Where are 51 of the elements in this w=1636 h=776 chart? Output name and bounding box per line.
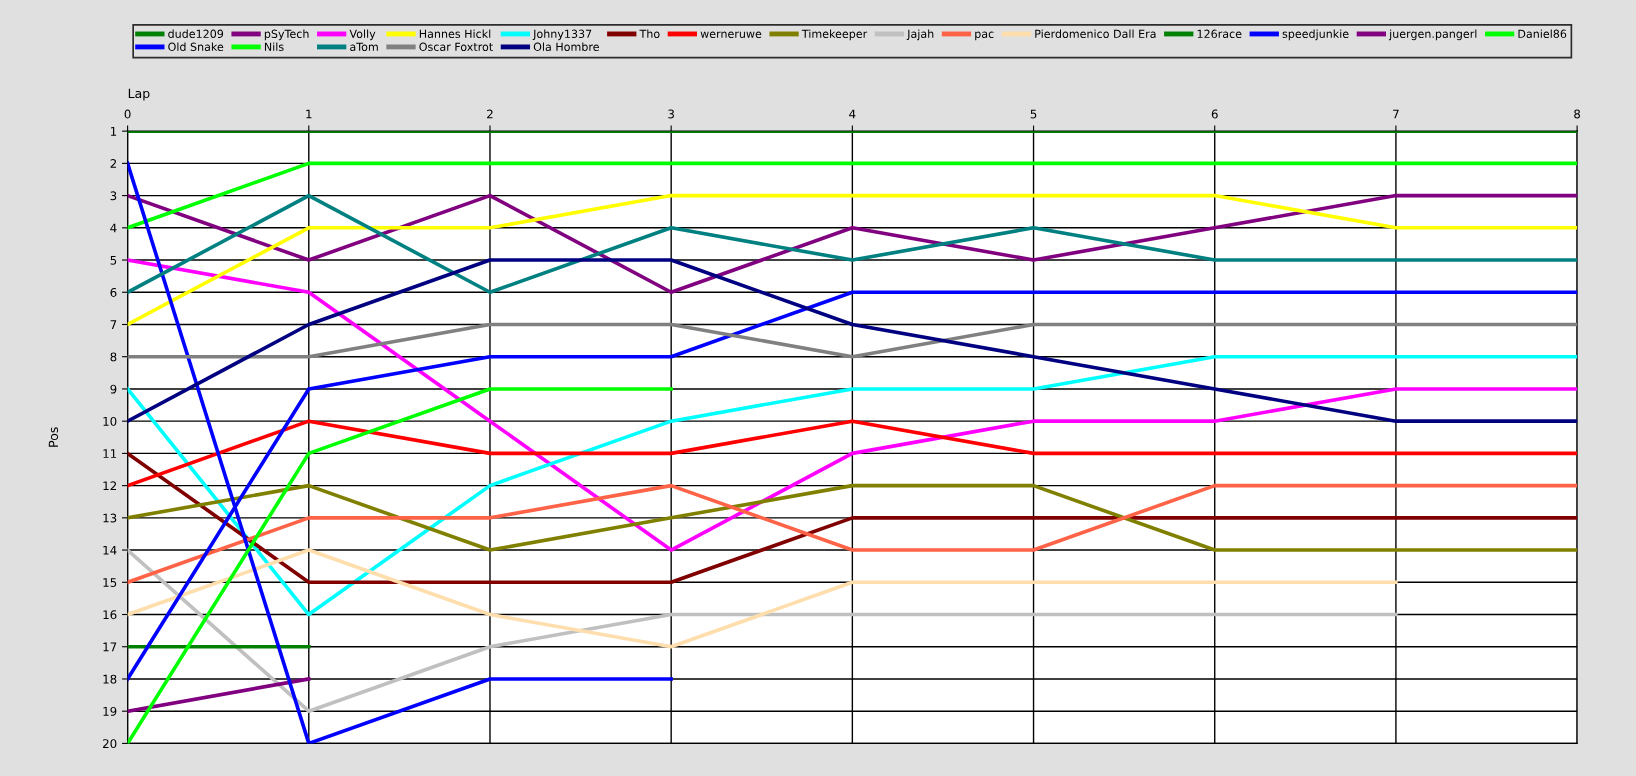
x-tick-label: 3 (668, 109, 674, 119)
y-tick-label: 7 (110, 320, 117, 329)
legend-label: Hannes Hickl (419, 29, 491, 38)
y-tick-label: 12 (103, 481, 117, 491)
legend-label: Jajah (906, 29, 934, 41)
y-tick-label: 2 (110, 159, 117, 168)
y-tick-label: 3 (110, 191, 117, 201)
y-tick-label: 11 (103, 449, 117, 458)
x-axis-title: Lap (128, 88, 150, 101)
y-tick-label: 9 (110, 384, 117, 394)
legend-label: Pierdomenico Dall Era (1035, 29, 1156, 38)
y-tick-label: 15 (103, 578, 117, 587)
legend-label: pSyTech (264, 29, 309, 41)
y-tick-label: 8 (110, 352, 117, 362)
x-tick-label: 4 (849, 109, 856, 119)
x-tick-label: 6 (1211, 109, 1218, 119)
y-tick-label: 20 (103, 739, 117, 749)
legend-label: Oscar Foxtrot (419, 42, 493, 51)
x-tick-label: 8 (1574, 109, 1581, 119)
y-tick-label: 4 (110, 223, 117, 233)
legend-label: Daniel86 (1518, 29, 1567, 38)
x-tick-label: 1 (306, 109, 312, 119)
y-tick-label: 1 (110, 127, 117, 136)
legend-label: Johny1337 (532, 29, 592, 41)
x-tick-label: 0 (124, 109, 131, 119)
legend-label: juergen.pangerl (1388, 29, 1477, 41)
x-tick-label: 2 (487, 109, 493, 119)
y-tick-label: 14 (103, 545, 117, 555)
y-tick-label: 19 (103, 706, 117, 716)
y-tick-label: 6 (110, 287, 117, 297)
legend-label: werneruwe (700, 31, 762, 38)
legend-label: Timekeeper (801, 29, 868, 41)
legend-label: 126race (1197, 29, 1242, 38)
legend-label: speedjunkie (1282, 29, 1349, 41)
x-tick-label: 7 (1393, 109, 1399, 119)
x-tick-label: 5 (1030, 109, 1037, 119)
legend-label: Tho (639, 29, 660, 38)
y-axis-title: Pos (48, 427, 59, 447)
legend-label: Nils (264, 42, 284, 51)
y-tick-label: 17 (103, 642, 117, 652)
y-tick-label: 13 (103, 513, 117, 523)
legend-label: pac (975, 31, 994, 41)
y-tick-label: 5 (110, 255, 117, 265)
legend-label: dude1209 (168, 29, 224, 38)
y-tick-label: 16 (103, 610, 117, 620)
legend-label: Volly (349, 29, 376, 41)
legend-label: Ola Hombre (533, 42, 599, 51)
y-tick-label: 18 (103, 674, 117, 684)
y-tick-label: 10 (103, 416, 117, 426)
legend-label: Old Snake (168, 42, 224, 51)
legend-label: aTom (350, 42, 378, 51)
